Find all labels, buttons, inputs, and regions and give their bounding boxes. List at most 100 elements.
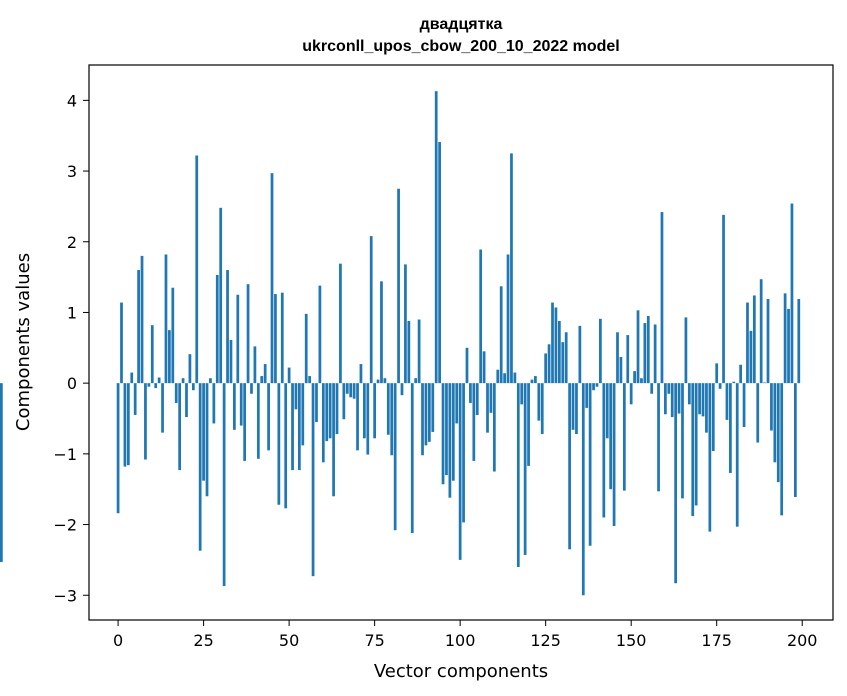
x-tick-label: 200 bbox=[787, 631, 818, 650]
bar bbox=[701, 383, 705, 417]
bar bbox=[530, 379, 534, 384]
bar bbox=[294, 383, 298, 410]
y-axis-ticks: −3 −2 −1 0 1 2 3 4 bbox=[53, 91, 89, 605]
bar bbox=[510, 153, 513, 384]
y-tick-label: 0 bbox=[67, 374, 77, 393]
bar bbox=[746, 302, 749, 384]
bar bbox=[619, 356, 623, 384]
bar bbox=[441, 383, 445, 485]
bar bbox=[520, 383, 524, 405]
bar bbox=[797, 299, 801, 384]
bar bbox=[752, 295, 756, 384]
bar bbox=[571, 383, 575, 430]
bar bbox=[557, 320, 561, 384]
bar bbox=[256, 383, 260, 459]
x-tick-label: 150 bbox=[616, 631, 647, 650]
bar bbox=[202, 383, 205, 481]
x-axis-ticks: 0 25 50 75 100 125 150 175 200 bbox=[113, 620, 818, 650]
bar bbox=[185, 383, 188, 418]
y-tick-label: 3 bbox=[67, 162, 77, 181]
bar bbox=[605, 383, 609, 439]
bar bbox=[691, 383, 695, 517]
bar bbox=[267, 383, 270, 451]
y-axis-label: Components values bbox=[13, 253, 34, 431]
bar bbox=[681, 383, 684, 499]
bar bbox=[137, 270, 140, 384]
bar bbox=[790, 203, 794, 384]
bar bbox=[527, 383, 530, 466]
bar bbox=[390, 383, 394, 456]
bar bbox=[770, 383, 773, 431]
x-tick-label: 100 bbox=[445, 631, 476, 650]
bar bbox=[540, 383, 544, 435]
bar bbox=[161, 383, 164, 433]
bar bbox=[578, 325, 582, 384]
bar bbox=[342, 383, 346, 420]
bar bbox=[458, 383, 462, 560]
bar bbox=[226, 270, 229, 384]
x-tick-label: 175 bbox=[701, 631, 732, 650]
bar bbox=[168, 330, 171, 384]
bar bbox=[633, 371, 636, 384]
bar bbox=[687, 383, 691, 405]
bar bbox=[636, 310, 640, 384]
bar bbox=[222, 383, 226, 587]
chart-subtitle: ukrconll_upos_cbow_200_10_2022 model bbox=[302, 38, 619, 55]
bar bbox=[284, 383, 288, 509]
bar bbox=[729, 383, 732, 473]
bar bbox=[291, 383, 294, 471]
bar bbox=[677, 383, 681, 414]
bar bbox=[219, 207, 223, 384]
bar bbox=[554, 307, 558, 384]
bar bbox=[147, 383, 151, 387]
bar bbox=[698, 383, 701, 415]
bar bbox=[660, 212, 664, 384]
y-tick-label: −1 bbox=[53, 445, 77, 464]
bar bbox=[742, 383, 746, 427]
bar bbox=[667, 383, 671, 394]
bar bbox=[513, 372, 517, 384]
bar bbox=[318, 285, 322, 384]
bar bbox=[270, 173, 274, 384]
bar bbox=[424, 383, 428, 446]
bar bbox=[233, 383, 236, 430]
bar bbox=[400, 383, 404, 396]
bar bbox=[246, 284, 250, 384]
bar bbox=[427, 383, 431, 442]
bar bbox=[482, 351, 486, 384]
bar bbox=[123, 383, 127, 467]
bar bbox=[274, 294, 277, 384]
bar bbox=[198, 383, 202, 551]
plot-frame bbox=[88, 64, 834, 621]
bar bbox=[308, 376, 312, 384]
bar bbox=[366, 383, 370, 455]
bar bbox=[438, 142, 441, 384]
bar bbox=[280, 292, 284, 384]
bar bbox=[523, 383, 527, 555]
bar bbox=[386, 383, 390, 435]
bar bbox=[462, 383, 465, 523]
bar bbox=[496, 369, 500, 384]
bar bbox=[715, 363, 719, 384]
bar bbox=[250, 383, 253, 394]
bar bbox=[335, 383, 339, 435]
bar bbox=[451, 383, 455, 481]
bar bbox=[236, 294, 240, 384]
bar bbox=[178, 383, 182, 471]
bar bbox=[664, 383, 667, 415]
bar bbox=[414, 378, 418, 384]
bar bbox=[345, 383, 349, 394]
bar bbox=[212, 383, 216, 424]
bar bbox=[609, 383, 613, 490]
bar bbox=[475, 383, 479, 415]
bar bbox=[718, 383, 722, 389]
bar bbox=[708, 383, 712, 532]
bar bbox=[585, 383, 589, 408]
bar bbox=[144, 383, 147, 460]
bar bbox=[188, 354, 192, 384]
bar bbox=[646, 315, 650, 384]
bar bbox=[602, 383, 606, 518]
bar bbox=[489, 383, 493, 413]
bar bbox=[448, 383, 452, 498]
bar bbox=[626, 335, 630, 384]
